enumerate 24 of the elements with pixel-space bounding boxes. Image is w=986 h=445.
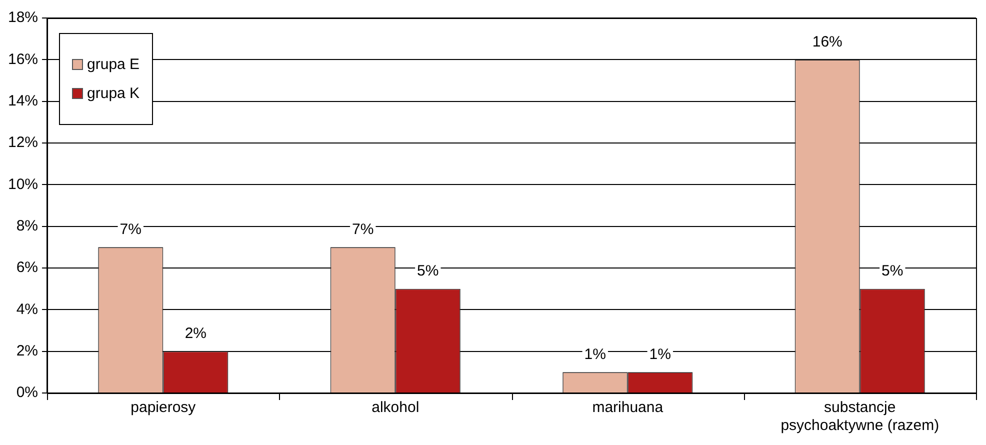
data-label: 7% bbox=[120, 220, 142, 238]
data-label: 7% bbox=[352, 220, 374, 238]
y-tick-label: 2% bbox=[16, 342, 38, 360]
x-tick-label: substancje psychoaktywne (razem) bbox=[780, 399, 940, 434]
y-tick-label: 14% bbox=[8, 92, 38, 110]
data-label: 5% bbox=[417, 262, 439, 280]
y-tick-label: 18% bbox=[8, 9, 38, 26]
data-label: 1% bbox=[649, 346, 671, 363]
data-label: 5% bbox=[882, 262, 904, 280]
x-tick-label: alkohol bbox=[372, 399, 420, 416]
y-tick-label: 10% bbox=[8, 176, 38, 193]
y-tick-label: 4% bbox=[16, 300, 38, 318]
x-tick-label: marihuana bbox=[592, 399, 664, 416]
data-label: 16% bbox=[812, 33, 842, 50]
y-tick-label: 12% bbox=[8, 134, 38, 152]
y-tick-label: 16% bbox=[8, 50, 38, 68]
y-tick-label: 0% bbox=[16, 384, 38, 402]
y-tick-label: 8% bbox=[16, 217, 38, 234]
y-tick-label: 6% bbox=[16, 259, 38, 276]
legend-label: grupa K bbox=[87, 85, 140, 102]
x-tick-label: papierosy bbox=[130, 399, 196, 416]
data-label: 1% bbox=[584, 346, 606, 363]
data-label: 2% bbox=[184, 324, 206, 342]
legend-label: grupa E bbox=[87, 56, 140, 73]
